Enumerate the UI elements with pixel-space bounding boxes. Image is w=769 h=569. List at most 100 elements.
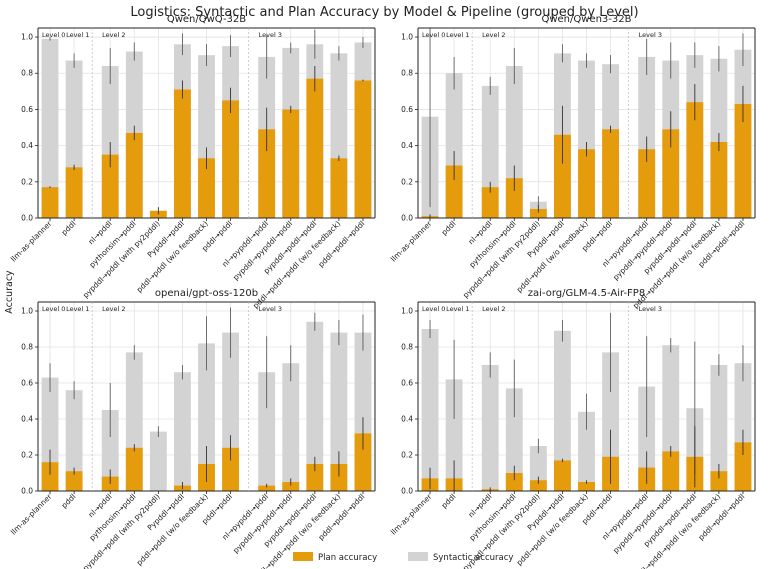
y-tick-label: 0.6 (401, 105, 413, 114)
category-label: llm-as-planner (9, 218, 54, 263)
bar-plan (174, 89, 191, 219)
bar-syntactic (481, 365, 499, 491)
y-tick-label: 0.4 (21, 415, 33, 424)
y-tick-label: 0.0 (21, 487, 33, 496)
bar-plan (306, 78, 324, 219)
bar-syntactic (602, 352, 619, 491)
bar-plan (65, 167, 83, 218)
bar-plan (505, 178, 523, 218)
level-label: Level 3 (259, 31, 282, 39)
bar-plan (198, 158, 215, 218)
bar-plan (41, 462, 59, 491)
category-label: pddl (60, 492, 78, 510)
bar-syntactic (710, 365, 728, 491)
bar-syntactic (554, 330, 571, 491)
category-label: pddl→pddl→pddl (696, 219, 746, 269)
category-label: pddl→pddl→pddl (316, 492, 366, 542)
level-label: Level 2 (482, 31, 505, 39)
level-label: Level 2 (102, 31, 125, 39)
y-tick-label: 0.0 (401, 487, 413, 496)
y-tick-label: 0.0 (21, 214, 33, 223)
bar-plan (710, 142, 728, 218)
bar-plan (686, 102, 704, 218)
y-tick-label: 0.2 (401, 451, 413, 460)
bar-plan (481, 187, 499, 218)
bar-plan (41, 187, 59, 218)
bar-syntactic (149, 431, 167, 491)
legend-label-plan: Plan accuracy (318, 553, 377, 563)
bar-plan (65, 471, 83, 491)
bar-syntactic (578, 411, 595, 491)
y-tick-label: 0.4 (401, 415, 413, 424)
bar-plan (662, 451, 680, 491)
level-label: Level 1 (66, 305, 89, 313)
legend-swatch-syntactic (408, 552, 428, 561)
level-label: Level 1 (446, 31, 469, 39)
bar-plan (662, 129, 680, 218)
category-label: llm-as-planner (389, 218, 434, 263)
bar-syntactic (481, 85, 499, 219)
y-tick-label: 0.8 (401, 343, 413, 352)
bar-plan (554, 460, 571, 491)
category-label: pddl→pddl→pddl (w/o feedback) (251, 219, 342, 310)
bar-plan (602, 129, 619, 218)
y-tick-label: 0.8 (21, 343, 33, 352)
bar-plan (282, 109, 300, 218)
bar-plan (222, 100, 239, 218)
bar-syntactic (330, 332, 348, 491)
y-tick-label: 0.4 (21, 141, 33, 150)
bar-syntactic (638, 386, 656, 491)
y-tick-label: 0.6 (21, 105, 33, 114)
bar-plan (101, 154, 119, 218)
level-label: Level 3 (639, 305, 662, 313)
panel-3: openai/gpt-oss-120b 0.0 0.2 0.4 0.6 0.8 1.0 Lev… (9, 288, 376, 569)
bar-plan (710, 471, 728, 491)
y-tick-label: 1.0 (21, 33, 33, 42)
panel-title: zai-org/GLM-4.5-Air-FP8 (528, 288, 645, 299)
bar-plan (529, 208, 547, 218)
bar-syntactic (258, 372, 276, 491)
y-axis-label: Accuracy (4, 270, 15, 314)
panel-title: openai/gpt-oss-120b (155, 288, 258, 299)
bar-plan (306, 464, 324, 491)
bar-plan (505, 473, 523, 491)
category-label: llm-as-planner (389, 491, 434, 536)
y-tick-label: 0.2 (21, 177, 33, 186)
y-tick-label: 0.2 (21, 451, 33, 460)
bar-plan (258, 129, 276, 218)
bar-syntactic (41, 38, 59, 218)
bar-plan (529, 480, 547, 491)
category-label: llm-as-planner (9, 491, 54, 536)
bar-syntactic (445, 379, 463, 491)
level-label: Level 3 (639, 31, 662, 39)
y-tick-label: 0.4 (401, 141, 413, 150)
level-label: Level 2 (102, 305, 125, 313)
bar-plan (734, 442, 752, 491)
y-tick-label: 0.6 (21, 379, 33, 388)
level-label: Level 1 (446, 305, 469, 313)
bar-plan (222, 447, 239, 491)
y-tick-label: 0.8 (401, 69, 413, 78)
bar-syntactic (174, 372, 191, 491)
figure-title: Logistics: Syntactic and Plan Accuracy b… (130, 5, 638, 20)
panel-title: Qwen/Qwen3-32B (541, 14, 631, 25)
y-tick-label: 1.0 (401, 33, 413, 42)
legend: Plan accuracy Syntactic accuracy (293, 552, 513, 563)
bar-plan (330, 464, 348, 491)
y-tick-label: 0.2 (401, 177, 413, 186)
bar-plan (330, 158, 348, 218)
level-label: Level 0 (422, 305, 445, 313)
bar-plan (125, 132, 143, 218)
bar-plan (354, 80, 372, 218)
y-tick-label: 1.0 (21, 307, 33, 316)
bar-syntactic (421, 329, 439, 491)
bar-syntactic (306, 321, 324, 491)
bar-syntactic (505, 388, 523, 491)
bar-syntactic (65, 390, 83, 491)
level-label: Level 0 (42, 31, 65, 39)
category-label: pddl (440, 219, 458, 237)
bar-plan (554, 134, 571, 218)
